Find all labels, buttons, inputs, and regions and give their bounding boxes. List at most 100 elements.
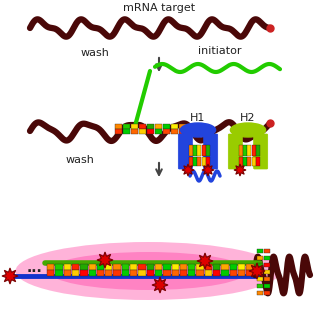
Bar — [115, 124, 122, 129]
Bar — [130, 264, 137, 270]
Bar — [257, 291, 263, 294]
Bar — [257, 277, 263, 280]
Bar — [80, 264, 87, 270]
Bar — [256, 145, 260, 157]
FancyBboxPatch shape — [228, 134, 242, 169]
Bar — [139, 124, 146, 129]
FancyBboxPatch shape — [204, 134, 218, 169]
Bar — [64, 264, 71, 270]
Text: H1: H1 — [190, 113, 206, 123]
Bar — [130, 270, 137, 276]
Bar — [105, 264, 112, 270]
Bar — [180, 264, 187, 270]
Bar — [80, 270, 87, 276]
FancyBboxPatch shape — [253, 134, 268, 169]
Bar — [238, 264, 245, 270]
Bar — [243, 145, 247, 157]
Bar — [264, 256, 270, 259]
Text: initiator: initiator — [198, 46, 242, 56]
Bar — [147, 264, 154, 270]
Bar — [247, 145, 252, 157]
Bar — [205, 264, 212, 270]
Bar — [189, 145, 193, 157]
Text: wash: wash — [80, 48, 109, 58]
Bar — [47, 264, 54, 270]
Bar — [257, 249, 263, 252]
Text: mRNA target: mRNA target — [123, 3, 195, 13]
Bar — [97, 270, 104, 276]
Bar — [193, 145, 197, 157]
Polygon shape — [234, 164, 246, 176]
Bar — [239, 157, 243, 166]
Bar — [264, 284, 270, 287]
Bar — [243, 157, 247, 166]
Bar — [179, 129, 186, 134]
Bar — [254, 270, 262, 276]
Bar — [155, 129, 162, 134]
Bar — [205, 270, 212, 276]
Bar — [189, 157, 193, 166]
Bar — [123, 124, 130, 129]
Polygon shape — [2, 268, 18, 284]
Bar — [197, 270, 204, 276]
Bar — [247, 157, 252, 166]
Bar — [88, 270, 96, 276]
Bar — [64, 270, 71, 276]
Bar — [257, 256, 263, 259]
Bar — [114, 270, 121, 276]
Bar — [213, 264, 220, 270]
Bar — [163, 264, 170, 270]
Bar — [122, 264, 129, 270]
Bar — [105, 270, 112, 276]
Polygon shape — [152, 277, 168, 293]
Bar — [202, 157, 206, 166]
Bar — [72, 270, 79, 276]
Bar — [155, 270, 162, 276]
Bar — [180, 270, 187, 276]
Polygon shape — [202, 164, 214, 176]
Bar — [122, 270, 129, 276]
Polygon shape — [182, 164, 194, 176]
Bar — [131, 129, 138, 134]
Bar — [252, 157, 256, 166]
Bar — [246, 270, 253, 276]
Bar — [179, 124, 186, 129]
Bar — [171, 129, 178, 134]
Bar — [131, 124, 138, 129]
Bar — [252, 145, 256, 157]
Bar — [197, 145, 201, 157]
Bar — [197, 264, 204, 270]
Ellipse shape — [16, 242, 280, 300]
Bar — [163, 124, 170, 129]
Bar — [155, 124, 162, 129]
Bar — [256, 157, 260, 166]
Bar — [97, 264, 104, 270]
Bar — [206, 145, 210, 157]
Bar — [55, 264, 63, 270]
Bar — [197, 157, 201, 166]
Bar — [171, 264, 179, 270]
Bar — [147, 129, 154, 134]
Bar — [163, 129, 170, 134]
Bar — [213, 270, 220, 276]
Bar — [254, 264, 262, 270]
Bar — [139, 129, 146, 134]
FancyBboxPatch shape — [178, 134, 192, 169]
Bar — [239, 145, 243, 157]
Polygon shape — [197, 253, 213, 269]
Bar — [123, 129, 130, 134]
Bar — [115, 129, 122, 134]
Text: ...: ... — [27, 261, 43, 275]
Bar — [257, 270, 263, 273]
Polygon shape — [97, 252, 113, 268]
Bar — [171, 124, 178, 129]
Bar — [221, 264, 229, 270]
Ellipse shape — [48, 252, 248, 290]
Bar — [246, 264, 253, 270]
Bar — [202, 145, 206, 157]
Bar — [138, 264, 146, 270]
Bar — [171, 270, 179, 276]
Bar — [221, 270, 229, 276]
Bar — [264, 291, 270, 294]
Bar — [230, 264, 237, 270]
